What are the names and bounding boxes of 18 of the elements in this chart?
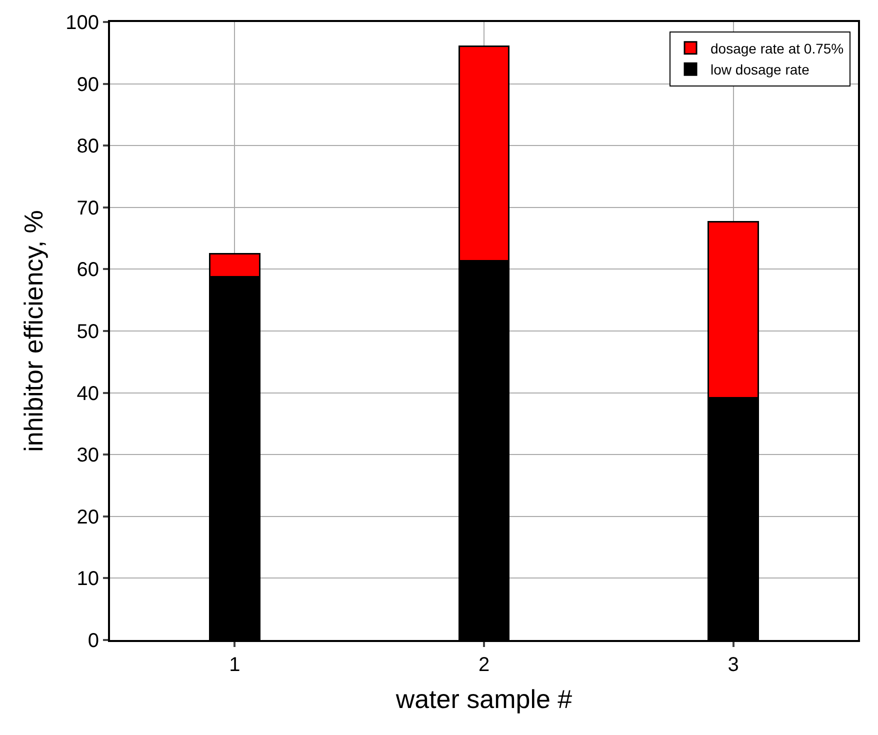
x-tick-label: 3 [728, 654, 739, 676]
x-tick-label: 1 [229, 654, 240, 676]
y-tick-label: 70 [76, 197, 99, 220]
legend-label: low dosage rate [710, 62, 810, 78]
y-tick-label: 50 [76, 321, 99, 343]
y-tick-label: 0 [88, 630, 99, 652]
y-tick-label: 80 [76, 136, 99, 158]
x-axis-title: water sample # [394, 684, 573, 714]
y-tick-label: 40 [76, 382, 99, 405]
y-tick-label: 30 [76, 444, 99, 467]
y-tick-label: 90 [76, 74, 99, 96]
y-tick-label: 100 [66, 12, 99, 34]
legend-label: dosage rate at 0.75% [710, 40, 844, 56]
y-tick-label: 10 [76, 568, 99, 590]
y-tick-label: 60 [76, 259, 99, 282]
x-tick-label: 2 [478, 654, 490, 676]
y-tick-label: 20 [76, 506, 99, 528]
y-axis-title: inhibitor efficiency, % [18, 210, 49, 452]
